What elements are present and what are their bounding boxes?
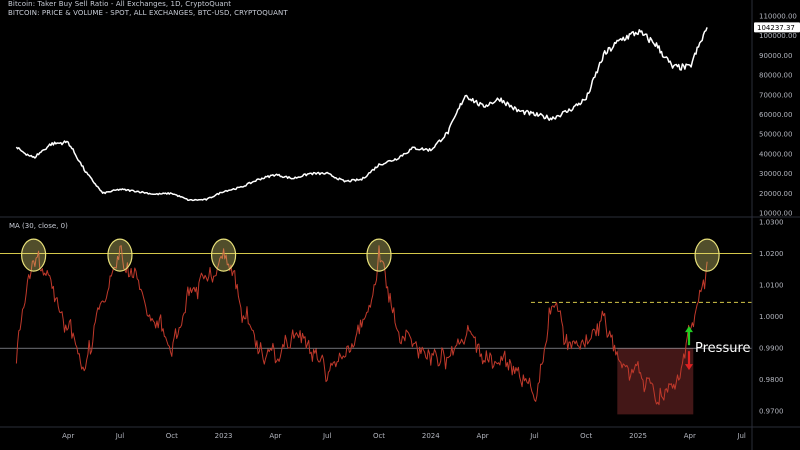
ratio-tick-label: 0.9800 bbox=[759, 376, 784, 384]
price-tick-label: 70000.00 bbox=[759, 91, 792, 99]
price-tick-label: 50000.00 bbox=[759, 131, 792, 139]
time-tick-label: Jul bbox=[529, 432, 539, 440]
price-series-title: BITCOIN: PRICE & VOLUME - SPOT, ALL EXCH… bbox=[8, 9, 288, 17]
ratio-ma-line bbox=[15, 245, 708, 406]
price-pane bbox=[15, 27, 708, 202]
time-tick-label: Apr bbox=[269, 432, 281, 440]
price-tick-label: 90000.00 bbox=[759, 52, 792, 60]
price-tick-label: 20000.00 bbox=[759, 190, 792, 198]
time-tick-label: 2025 bbox=[629, 432, 647, 440]
price-tick-label: 40000.00 bbox=[759, 150, 792, 158]
time-tick-label: Jul bbox=[736, 432, 746, 440]
price-tick-label: 10000.00 bbox=[759, 210, 792, 218]
price-tick-label: 30000.00 bbox=[759, 170, 792, 178]
time-tick-label: 2023 bbox=[215, 432, 233, 440]
peak-highlight-circle bbox=[694, 238, 720, 272]
price-tick-label: 100000.00 bbox=[759, 32, 797, 40]
ratio-tick-label: 0.9900 bbox=[759, 345, 784, 353]
peak-highlight-circle bbox=[107, 238, 133, 272]
price-line bbox=[15, 27, 708, 202]
time-tick-label: Apr bbox=[62, 432, 74, 440]
time-tick-label: Oct bbox=[166, 432, 178, 440]
last-price-label: 104237.37 bbox=[757, 24, 795, 32]
time-tick-label: Apr bbox=[684, 432, 696, 440]
price-tick-label: 80000.00 bbox=[759, 72, 792, 80]
ratio-pane bbox=[0, 238, 752, 415]
ratio-tick-label: 1.0000 bbox=[759, 313, 784, 321]
pressure-annotation-label: Pressure bbox=[695, 341, 751, 356]
ratio-tick-label: 0.9700 bbox=[759, 408, 784, 416]
price-tick-label: 110000.00 bbox=[759, 13, 797, 21]
ratio-tick-label: 1.0300 bbox=[759, 219, 784, 227]
time-tick-label: 2024 bbox=[422, 432, 440, 440]
last-price-tag bbox=[754, 22, 800, 33]
time-tick-label: Oct bbox=[580, 432, 592, 440]
time-tick-label: Jul bbox=[115, 432, 125, 440]
time-tick-label: Oct bbox=[373, 432, 385, 440]
indicator-title: Bitcoin: Taker Buy Sell Ratio - All Exch… bbox=[8, 0, 232, 8]
peak-highlight-circle bbox=[366, 238, 392, 272]
price-tick-label: 60000.00 bbox=[759, 111, 792, 119]
shaded-range-box bbox=[617, 348, 694, 415]
time-tick-label: Apr bbox=[477, 432, 489, 440]
time-tick-label: Jul bbox=[322, 432, 332, 440]
peak-highlight-circle bbox=[21, 238, 47, 272]
ratio-tick-label: 1.0100 bbox=[759, 282, 784, 290]
up-arrow-icon bbox=[685, 326, 693, 333]
annotations: Pressure bbox=[685, 326, 751, 371]
ma-legend-label: MA (30, close, 0) bbox=[9, 222, 68, 230]
peak-highlight-circle bbox=[210, 238, 237, 272]
down-arrow-icon bbox=[685, 364, 693, 371]
ratio-tick-label: 1.0200 bbox=[759, 250, 784, 258]
